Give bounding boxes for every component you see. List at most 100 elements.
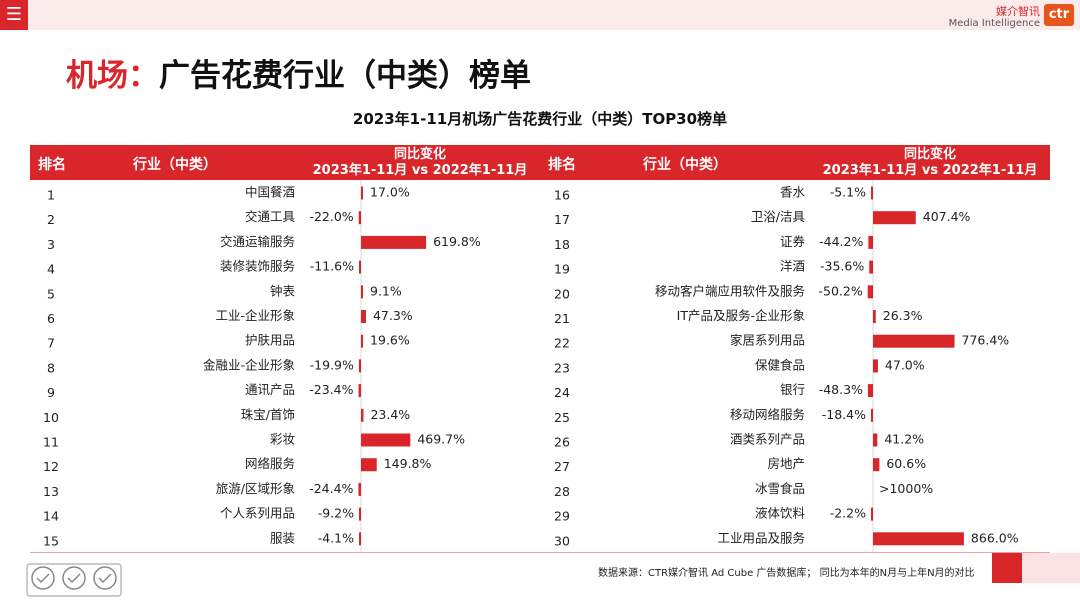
value-label: >1000% [879, 481, 933, 496]
industry-label: 冰雪食品 [755, 481, 805, 496]
rank-label: 20 [554, 286, 570, 301]
rank-label: 8 [47, 360, 55, 375]
value-label: -19.9% [310, 357, 354, 372]
industry-label: 液体饮料 [755, 506, 806, 521]
page-title-rest: 广告花费行业（中类）榜单 [159, 58, 531, 94]
industry-label: 通讯产品 [245, 382, 295, 397]
table-title: 2023年1-11月机场广告花费行业（中类）TOP30榜单 [352, 110, 728, 128]
certification-seal-icon [26, 563, 122, 597]
value-label: 41.2% [884, 432, 924, 447]
value-bar [359, 507, 361, 521]
table-header-left: 排名 行业（中类） 同比变化 2023年1-11月 vs 2022年1-11月 [30, 145, 540, 180]
industry-label: 银行 [780, 382, 805, 397]
industry-label: 证券 [780, 234, 806, 249]
value-bar [361, 285, 363, 299]
value-bar [358, 359, 361, 373]
value-label: 60.6% [886, 456, 926, 471]
industry-label: 服装 [270, 530, 295, 545]
rank-label: 14 [43, 509, 59, 524]
value-label: 47.3% [373, 308, 413, 323]
footer-accent-pink [1022, 553, 1080, 583]
value-label: 17.0% [370, 185, 410, 200]
value-bar [361, 334, 364, 348]
value-label: 19.6% [370, 333, 410, 348]
rank-label: 22 [554, 336, 570, 351]
rank-label: 2 [47, 212, 55, 227]
value-label: -11.6% [310, 259, 354, 274]
brand-name-cn: 媒介智讯 [996, 5, 1040, 18]
rank-label: 21 [554, 311, 570, 326]
value-bar [359, 532, 361, 546]
value-label: -4.1% [318, 530, 354, 545]
industry-label: 中国餐酒 [245, 185, 295, 200]
rank-label: 25 [554, 410, 570, 425]
value-label: 407.4% [923, 209, 971, 224]
industry-label: 房地产 [767, 456, 805, 471]
value-label: 149.8% [384, 456, 432, 471]
value-bar [361, 186, 363, 200]
value-label: -22.0% [309, 209, 353, 224]
industry-label: 装修装饰服务 [220, 259, 295, 274]
industry-label: 彩妆 [270, 432, 295, 447]
value-bar [867, 285, 873, 299]
value-label: -50.2% [818, 283, 862, 298]
rank-label: 18 [554, 237, 570, 252]
rank-label: 27 [554, 459, 570, 474]
value-bar [871, 408, 873, 422]
industry-label: 保健食品 [755, 357, 805, 372]
value-label: -5.1% [830, 185, 866, 200]
header-rank: 排名 [548, 157, 576, 173]
top-bar: ☰ 媒介智讯 Media Intelligence ctr [0, 0, 1080, 30]
rank-label: 17 [554, 212, 570, 227]
rank-label: 9 [47, 385, 55, 400]
industry-label: 卫浴/洁具 [751, 209, 806, 224]
industry-label: 网络服务 [245, 456, 295, 471]
brand-name-en: Media Intelligence [948, 18, 1040, 29]
header-rank: 排名 [38, 157, 66, 173]
menu-button[interactable]: ☰ [0, 0, 28, 30]
rank-label: 11 [43, 435, 59, 450]
industry-label: 工业-企业形象 [215, 308, 295, 323]
footer-divider [30, 552, 1050, 553]
value-bar [359, 260, 361, 274]
value-bar [873, 359, 878, 373]
industry-label: 香水 [780, 185, 806, 200]
rank-label: 15 [43, 533, 59, 548]
industry-label: 酒类系列产品 [730, 432, 805, 447]
value-bar [361, 433, 411, 447]
industry-label: 移动客户端应用软件及服务 [655, 283, 805, 298]
rank-label: 30 [554, 533, 570, 548]
ctr-logo: ctr [1044, 4, 1074, 26]
rank-label: 10 [43, 410, 59, 425]
rank-label: 16 [554, 188, 570, 203]
industry-label: 洋酒 [780, 259, 805, 274]
value-label: 23.4% [370, 407, 410, 422]
value-label: 47.0% [885, 357, 925, 372]
industry-label: 护肤用品 [245, 333, 295, 348]
industry-label: 钟表 [270, 283, 296, 298]
industry-label: 家居系列用品 [730, 333, 805, 348]
value-bar [361, 310, 366, 323]
rank-label: 24 [554, 385, 570, 400]
header-change-line1: 同比变化 [393, 147, 446, 162]
rank-label: 3 [47, 237, 55, 252]
rank-label: 5 [47, 286, 55, 301]
footer-accent-red [992, 553, 1022, 583]
value-bar [873, 433, 878, 447]
industry-label: 个人系列用品 [220, 506, 295, 521]
rank-label: 7 [47, 336, 55, 351]
industry-label: 工业用品及服务 [717, 530, 805, 545]
header-change-line2: 2023年1-11月 vs 2022年1-11月 [822, 163, 1038, 178]
value-bar [361, 235, 427, 249]
data-source-note: 数据来源：CTR媒介智讯 Ad Cube 广告数据库； 同比为本年的N月与上年N… [598, 568, 975, 579]
value-label: 866.0% [971, 530, 1019, 545]
rank-label: 28 [554, 484, 570, 499]
brand-text: 媒介智讯 Media Intelligence [949, 6, 1040, 29]
header-industry: 行业（中类） [643, 157, 727, 173]
industry-label: 金融业-企业形象 [203, 357, 295, 372]
value-bar [358, 384, 361, 398]
industry-label: 珠宝/首饰 [241, 407, 295, 422]
rank-label: 12 [43, 459, 59, 474]
value-label: -18.4% [822, 407, 866, 422]
industry-label: 交通工具 [245, 209, 296, 224]
